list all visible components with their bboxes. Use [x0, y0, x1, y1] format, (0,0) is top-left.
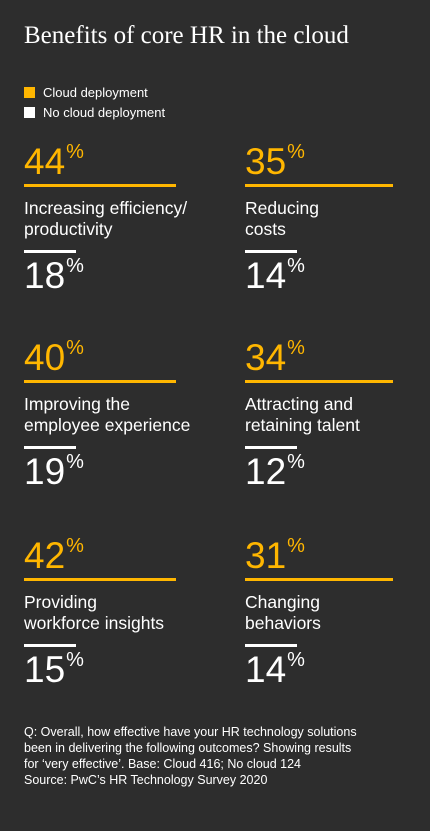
cloud-value-number: 34: [245, 337, 287, 378]
cloud-value: 34%: [245, 337, 430, 378]
benefit-label-line: productivity: [24, 219, 113, 239]
cloud-underline: [24, 380, 176, 383]
cloud-value-number: 40: [24, 337, 66, 378]
cloud-underline: [245, 380, 393, 383]
cloud-value-number: 35: [245, 141, 287, 182]
benefit-label-line: Improving the: [24, 394, 131, 414]
benefit-label-line: behaviors: [245, 613, 321, 633]
percent-sign: %: [287, 535, 305, 557]
no-cloud-overline: [245, 644, 297, 647]
legend-label-cloud: Cloud deployment: [43, 85, 148, 100]
legend-swatch-cloud: [24, 87, 35, 98]
cloud-underline: [245, 578, 393, 581]
percent-sign: %: [66, 535, 84, 557]
benefit-label-line: workforce insights: [24, 613, 165, 633]
percent-sign: %: [287, 451, 305, 473]
benefit-label-line: Changing: [245, 592, 320, 612]
percent-sign: %: [287, 141, 305, 163]
cloud-underline: [24, 184, 176, 187]
benefit-label-line: Attracting and: [245, 394, 353, 414]
footnote-line: Source: PwC’s HR Technology Survey 2020: [24, 773, 268, 787]
percent-sign: %: [287, 337, 305, 359]
no-cloud-value-number: 12: [245, 451, 287, 492]
benefit-label: Providing workforce insights: [24, 592, 214, 634]
benefit-label: Attracting and retaining talent: [245, 394, 430, 436]
no-cloud-overline: [24, 644, 76, 647]
legend-item-cloud: Cloud deployment: [24, 85, 148, 100]
percent-sign: %: [66, 649, 84, 671]
chart-title: Benefits of core HR in the cloud: [24, 22, 349, 49]
benefit-label: Changing behaviors: [245, 592, 430, 634]
percent-sign: %: [287, 255, 305, 277]
no-cloud-value: 18%: [24, 255, 214, 296]
benefit-label: Reducing costs: [245, 198, 430, 240]
cloud-underline: [245, 184, 393, 187]
no-cloud-overline: [245, 446, 297, 449]
benefit-label: Improving the employee experience: [24, 394, 214, 436]
no-cloud-value-number: 19: [24, 451, 66, 492]
benefit-item: 44% Increasing efficiency/productivity 18%: [24, 141, 214, 296]
benefit-item: 42% Providing workforce insights 15%: [24, 535, 214, 690]
benefit-label-line: employee experience: [24, 415, 191, 435]
no-cloud-value-number: 15: [24, 649, 66, 690]
no-cloud-value: 14%: [245, 255, 430, 296]
benefit-label-line: Reducing: [245, 198, 319, 218]
benefit-label-line: retaining talent: [245, 415, 360, 435]
no-cloud-value: 12%: [245, 451, 430, 492]
cloud-value-number: 31: [245, 535, 287, 576]
benefit-item: 40% Improving the employee experience 19%: [24, 337, 214, 492]
percent-sign: %: [66, 255, 84, 277]
cloud-underline: [24, 578, 176, 581]
no-cloud-overline: [245, 250, 297, 253]
benefit-item: 34% Attracting and retaining talent 12%: [245, 337, 430, 492]
no-cloud-value: 14%: [245, 649, 430, 690]
no-cloud-value-number: 18: [24, 255, 66, 296]
legend-label-no-cloud: No cloud deployment: [43, 105, 166, 120]
cloud-value: 35%: [245, 141, 430, 182]
no-cloud-overline: [24, 250, 76, 253]
cloud-value: 44%: [24, 141, 214, 182]
no-cloud-value-number: 14: [245, 255, 287, 296]
benefit-label-line: Providing: [24, 592, 97, 612]
legend-item-no-cloud: No cloud deployment: [24, 105, 165, 120]
benefit-label-line: Increasing efficiency/: [24, 198, 188, 218]
benefit-item: 31% Changing behaviors 14%: [245, 535, 430, 690]
benefit-item: 35% Reducing costs 14%: [245, 141, 430, 296]
footnote-line: been in delivering the following outcome…: [24, 741, 352, 755]
cloud-value: 42%: [24, 535, 214, 576]
percent-sign: %: [66, 141, 84, 163]
benefit-label-line: costs: [245, 219, 286, 239]
percent-sign: %: [66, 337, 84, 359]
cloud-value: 40%: [24, 337, 214, 378]
legend-swatch-no-cloud: [24, 107, 35, 118]
cloud-value-number: 44: [24, 141, 66, 182]
footnote-line: for ‘very effective’. Base: Cloud 416; N…: [24, 757, 302, 771]
benefit-label: Increasing efficiency/productivity: [24, 198, 214, 240]
no-cloud-value-number: 14: [245, 649, 287, 690]
footnote-line: Q: Overall, how effective have your HR t…: [24, 725, 357, 739]
percent-sign: %: [66, 451, 84, 473]
cloud-value-number: 42: [24, 535, 66, 576]
no-cloud-value: 19%: [24, 451, 214, 492]
no-cloud-overline: [24, 446, 76, 449]
footnote: Q: Overall, how effective have your HR t…: [24, 724, 416, 788]
percent-sign: %: [287, 649, 305, 671]
no-cloud-value: 15%: [24, 649, 214, 690]
cloud-value: 31%: [245, 535, 430, 576]
